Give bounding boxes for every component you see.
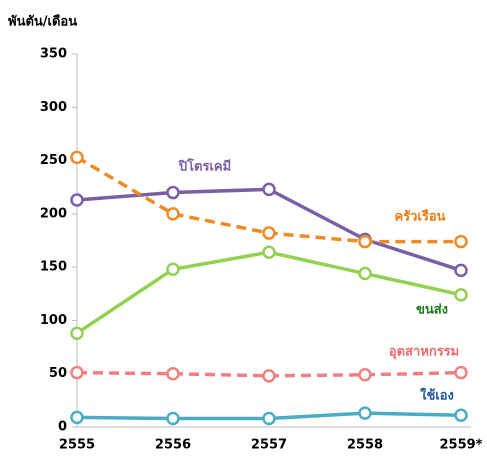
point bbox=[262, 369, 276, 383]
point bbox=[358, 368, 372, 382]
series-label: ขนส่ง bbox=[416, 303, 448, 318]
point bbox=[166, 366, 180, 381]
x-tick-label: 2556 bbox=[155, 438, 191, 453]
y-tick-label: 200 bbox=[40, 206, 67, 221]
point bbox=[70, 365, 84, 380]
series-label: อุตสาหกรรม bbox=[389, 345, 459, 360]
point bbox=[70, 150, 84, 165]
point bbox=[70, 326, 84, 340]
point bbox=[454, 288, 468, 302]
series-line bbox=[76, 250, 462, 335]
x-tick-label: 2557 bbox=[251, 438, 287, 453]
y-tick-label: 100 bbox=[40, 313, 67, 328]
series-label: ครัวเรือน bbox=[394, 209, 445, 225]
point bbox=[70, 410, 84, 425]
point bbox=[358, 266, 372, 281]
point bbox=[166, 185, 180, 200]
y-tick-label: 350 bbox=[40, 47, 67, 62]
point bbox=[262, 245, 276, 259]
y-tick-label: 50 bbox=[49, 366, 67, 381]
point bbox=[166, 262, 180, 277]
x-tick-label: 2555 bbox=[59, 438, 95, 453]
point bbox=[262, 182, 276, 197]
x-tick-label: 2558 bbox=[347, 438, 383, 453]
point bbox=[358, 234, 372, 249]
point bbox=[454, 365, 468, 380]
y-tick-label: 150 bbox=[40, 260, 67, 275]
y-tick-label: 250 bbox=[40, 153, 67, 168]
x-tick-label: 2559* bbox=[440, 438, 483, 453]
y-axis-label: พันตัน/เดือน bbox=[8, 14, 77, 30]
y-tick-label: 300 bbox=[40, 100, 67, 115]
point bbox=[166, 411, 180, 426]
point bbox=[358, 406, 372, 420]
point bbox=[454, 263, 468, 278]
series-label: ปิโตรเคมี bbox=[178, 158, 231, 175]
point bbox=[454, 408, 468, 423]
point bbox=[166, 207, 180, 221]
point bbox=[454, 234, 468, 249]
y-tick-label: 0 bbox=[58, 420, 67, 435]
series-label: ใช้เอง bbox=[420, 387, 454, 404]
point bbox=[70, 193, 84, 207]
point bbox=[262, 411, 276, 426]
point bbox=[262, 226, 276, 240]
